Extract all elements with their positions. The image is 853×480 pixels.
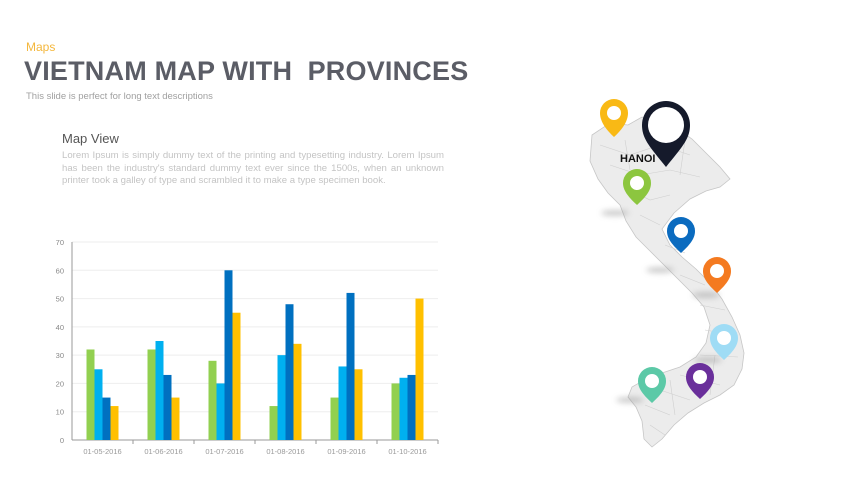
y-tick-label: 20 — [56, 379, 64, 388]
x-tick-label: 01-09-2016 — [327, 447, 365, 456]
pin-hanoi-icon[interactable] — [642, 101, 690, 167]
bar — [285, 304, 294, 440]
bar — [330, 397, 339, 440]
x-tick-label: 01-07-2016 — [205, 447, 243, 456]
x-tick-label: 01-08-2016 — [266, 447, 304, 456]
bar — [163, 374, 172, 440]
map-canvas: HANOI — [589, 99, 745, 448]
bar — [407, 374, 416, 440]
pin-purple-icon[interactable] — [686, 363, 714, 399]
bar — [399, 377, 408, 440]
bar-chart-canvas: 0 10 20 30 40 50 60 70 01-05-2016 01-06-2016 01-07… — [56, 238, 439, 456]
x-tick-label: 01-10-2016 — [388, 447, 426, 456]
page-subtitle: This slide is perfect for long text desc… — [26, 91, 213, 102]
bar-chart: 0 10 20 30 40 50 60 70 01-05-2016 01-06-2016 01-07… — [40, 232, 450, 467]
y-tick-label: 60 — [56, 266, 64, 275]
y-tick-label: 30 — [56, 351, 64, 360]
bar — [208, 360, 217, 440]
y-tick-label: 0 — [60, 436, 64, 445]
bar — [354, 369, 363, 440]
bar — [86, 349, 95, 440]
bar — [346, 292, 355, 440]
bar — [338, 366, 347, 440]
y-tick-label: 50 — [56, 295, 64, 304]
page-title: VIETNAM MAP WITH PROVINCES — [24, 56, 469, 86]
hanoi-label: HANOI — [620, 153, 655, 165]
x-tick-label: 01-06-2016 — [144, 447, 182, 456]
bar — [216, 383, 225, 440]
y-tick-label: 10 — [56, 408, 64, 417]
bar — [171, 397, 180, 440]
vietnam-map: HANOI — [570, 95, 770, 475]
pin-green-icon[interactable] — [623, 169, 651, 205]
bar — [110, 406, 119, 440]
pin-yellow-icon[interactable] — [600, 99, 628, 137]
bar — [415, 298, 424, 440]
bar — [102, 397, 111, 440]
bar — [232, 312, 241, 440]
bar — [147, 349, 156, 440]
body-text: Lorem Ipsum is simply dummy text of the … — [62, 150, 444, 186]
pin-blue-icon[interactable] — [667, 217, 695, 253]
category-label: Maps — [26, 40, 56, 54]
pin-light-blue-icon[interactable] — [710, 324, 738, 360]
bar — [293, 343, 302, 440]
bar — [155, 341, 164, 440]
bar — [391, 383, 400, 440]
y-tick-label: 40 — [56, 323, 64, 332]
section-title: Map View — [62, 131, 119, 146]
bar — [94, 369, 103, 440]
pin-teal-icon[interactable] — [638, 367, 666, 403]
x-tick-label: 01-05-2016 — [83, 447, 121, 456]
bar — [277, 355, 286, 440]
pin-orange-icon[interactable] — [703, 257, 731, 293]
bar — [224, 270, 233, 440]
y-tick-label: 70 — [56, 238, 64, 247]
bar — [269, 406, 278, 440]
